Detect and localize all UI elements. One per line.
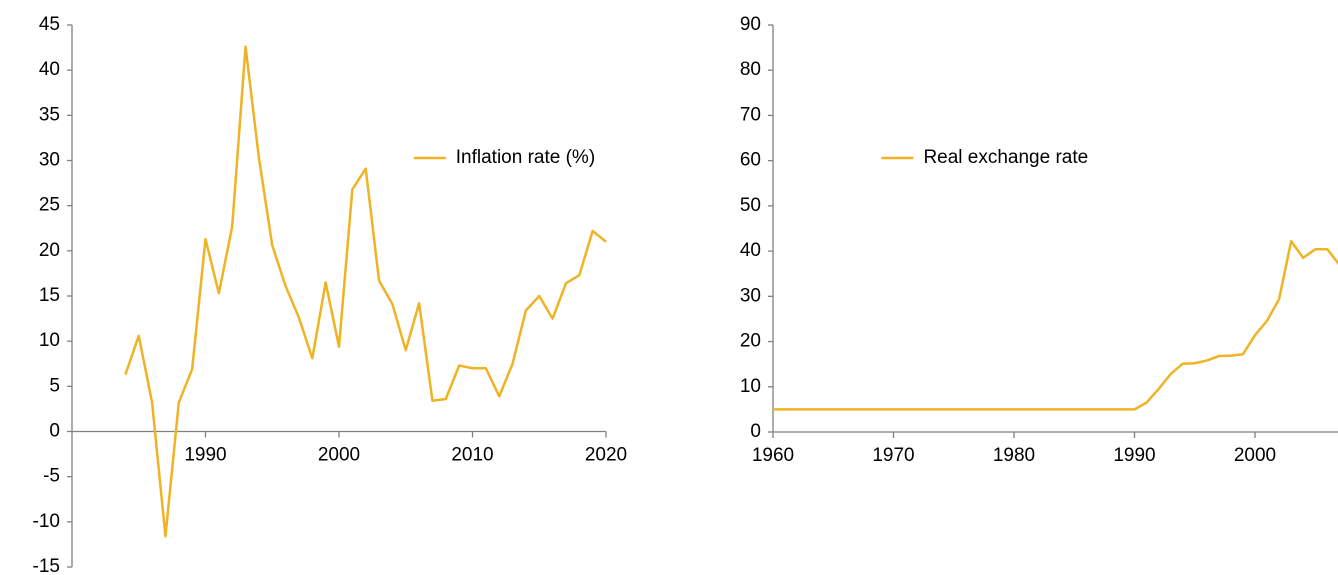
legend-label: Real exchange rate (923, 147, 1088, 168)
y-tick-label: -5 (43, 466, 60, 487)
y-tick-label: 45 (39, 14, 60, 35)
data-line (773, 239, 1338, 411)
y-tick-label: 80 (740, 59, 761, 80)
y-tick-label: 60 (740, 150, 761, 171)
x-tick-label: 1990 (184, 445, 226, 466)
y-tick-label: 40 (39, 59, 60, 80)
y-tick-label: 5 (49, 375, 60, 396)
y-tick-label: 30 (39, 150, 60, 171)
data-line (124, 45, 607, 538)
x-tick-label: 2000 (1234, 445, 1276, 466)
y-tick-label: 0 (49, 421, 60, 442)
x-tick-label: 1990 (1113, 445, 1155, 466)
x-tick-label: 2020 (585, 445, 627, 466)
y-tick-label: 15 (39, 285, 60, 306)
y-tick-label: -10 (33, 511, 60, 532)
x-tick-label: 1980 (993, 445, 1035, 466)
y-tick-label: 30 (740, 285, 761, 306)
y-tick-label: -15 (33, 556, 60, 575)
y-tick-label: 10 (740, 376, 761, 397)
legend-label: Inflation rate (%) (456, 147, 595, 168)
y-tick-label: 25 (39, 195, 60, 216)
y-tick-label: 20 (39, 240, 60, 261)
x-tick-label: 1960 (752, 445, 794, 466)
y-tick-label: 20 (740, 331, 761, 352)
x-tick-label: 1970 (872, 445, 914, 466)
x-tick-label: 2010 (451, 445, 493, 466)
y-tick-label: 35 (39, 104, 60, 125)
x-tick-label: 2000 (318, 445, 360, 466)
y-tick-label: 70 (740, 104, 761, 125)
y-tick-label: 90 (740, 14, 761, 35)
y-tick-label: 0 (750, 421, 761, 442)
y-tick-label: 50 (740, 195, 761, 216)
y-tick-label: 40 (740, 240, 761, 261)
y-tick-label: 10 (39, 330, 60, 351)
